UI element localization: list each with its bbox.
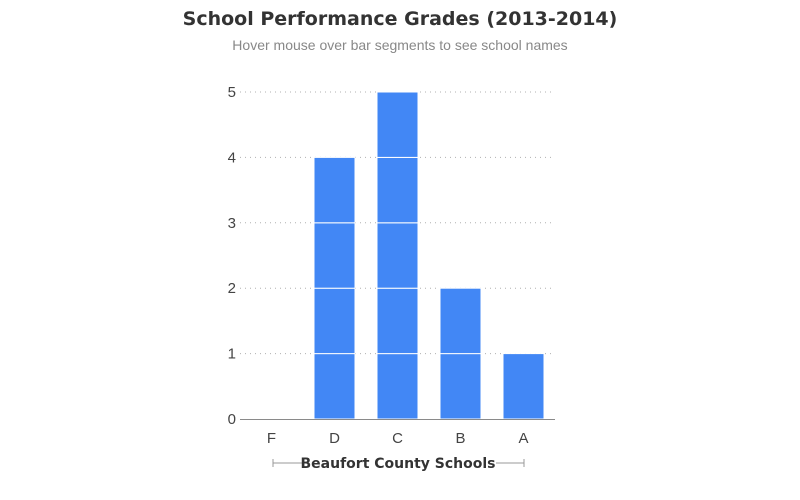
- bar-segment[interactable]: [439, 287, 482, 355]
- x-tick-label: F: [267, 430, 276, 447]
- bar[interactable]: [502, 353, 545, 420]
- chart-subtitle: Hover mouse over bar segments to see sch…: [232, 37, 568, 53]
- y-tick-label: 3: [228, 215, 236, 232]
- y-tick-label: 4: [228, 149, 236, 166]
- x-tick-label: C: [392, 430, 403, 447]
- y-tick-label: 0: [228, 411, 236, 428]
- y-axis-ticks: 0 1 2 3 4 5: [228, 84, 236, 428]
- y-tick-label: 2: [228, 280, 236, 297]
- bar[interactable]: [376, 91, 419, 420]
- bar-segment[interactable]: [376, 222, 419, 289]
- bar[interactable]: [439, 287, 482, 420]
- bar[interactable]: [313, 156, 356, 420]
- x-tick-label: A: [518, 430, 528, 447]
- bar-segment[interactable]: [502, 353, 545, 420]
- bar-segment[interactable]: [313, 287, 356, 355]
- x-tick-label: D: [329, 430, 340, 447]
- x-axis-title-group: Beaufort County Schools: [272, 456, 525, 472]
- bars: [313, 91, 545, 420]
- bar-segment[interactable]: [313, 353, 356, 420]
- x-tick-label: B: [455, 430, 465, 447]
- bar-segment[interactable]: [376, 91, 419, 158]
- y-tick-label: 1: [228, 346, 236, 363]
- chart-title: School Performance Grades (2013-2014): [182, 8, 618, 30]
- y-tick-label: 5: [228, 84, 236, 101]
- bar-segment[interactable]: [313, 222, 356, 289]
- bar-segment[interactable]: [313, 156, 356, 224]
- bar-segment[interactable]: [376, 287, 419, 355]
- bar-segment[interactable]: [439, 353, 482, 420]
- bar-segment[interactable]: [376, 156, 419, 224]
- bar-segment[interactable]: [376, 353, 419, 420]
- x-axis-title: Beaufort County Schools: [301, 456, 496, 472]
